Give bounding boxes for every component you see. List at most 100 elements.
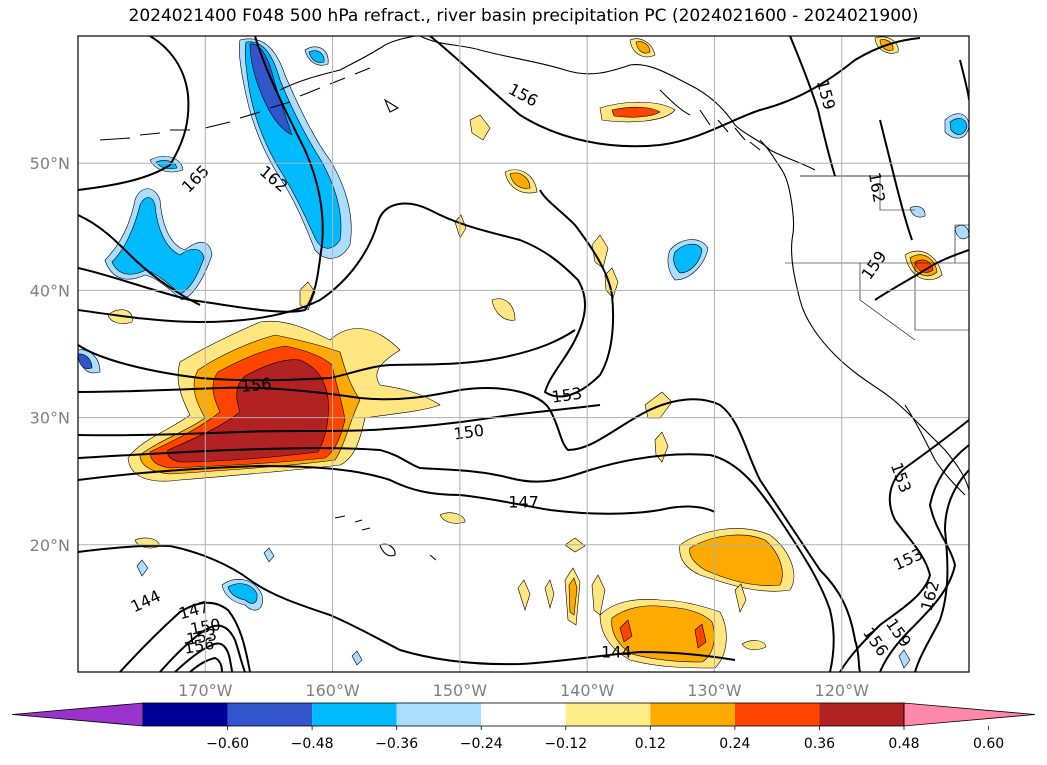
colorbar-label: 0.48 [888,736,919,752]
colorbar-bin [227,703,313,726]
aleutian-islands [99,67,371,141]
positive-anomaly-small [591,574,606,616]
negative-anomaly-small [898,649,911,669]
positive-anomaly-subtropics-core [689,534,783,586]
colorbar-bin [565,703,651,726]
map-frame [77,35,970,673]
colorbar-label: −0.12 [544,736,587,752]
us-west-coast [791,239,969,491]
precipitation-shading [78,36,969,669]
positive-anomaly-ne-trades-peak [619,619,633,643]
positive-anomaly-core-3 [167,359,329,463]
hawaiian-islands [334,515,437,561]
negative-anomaly-aleutian-jet-core [249,43,293,136]
contour-153-sw [174,642,233,672]
svg-text:153: 153 [550,384,583,407]
lat-tick-label: 40°N [30,281,70,300]
bc-coast [759,139,795,241]
contour-159-east [789,36,969,301]
positive-anomaly-small [299,281,316,311]
refractivity-contours [78,36,969,672]
positive-anomaly-small [544,579,555,610]
positive-anomaly-small [568,577,578,616]
positive-anomaly-small [454,214,467,239]
lon-tick-label: 150°W [433,681,488,700]
positive-anomaly-ne-trades-peak [694,623,707,649]
positive-anomaly-small [491,298,516,321]
positive-anomaly-ne-pacific-core [509,172,531,189]
colorbar-bin [143,703,228,726]
lat-tick-label: 50°N [30,154,70,173]
colorbar-label: −0.48 [291,736,334,752]
lon-tick-label: 120°W [815,681,870,700]
contour-label: 156 [240,374,272,396]
colorbar-label: 0.36 [804,736,835,752]
colorbar-bin [734,703,820,726]
positive-anomaly-small [517,579,531,611]
contour-150-sw [159,624,246,672]
svg-text:144: 144 [601,643,632,662]
contour-159 [78,189,615,398]
colorbar-bin [819,703,904,726]
longitude-labels: 170°W 160°W 150°W 140°W 130°W 120°W [178,681,869,700]
colorbar-label: 0.12 [635,736,666,752]
colorbar: −0.60 −0.48 −0.36 −0.24 −0.12 0.12 0.24 0.36 0.4… [11,702,1036,752]
svg-text:147: 147 [508,493,539,512]
colorbar-label: 0.24 [719,736,750,752]
colorbar-label: −0.60 [206,736,249,752]
contour-162-west [78,214,201,306]
positive-anomaly-small [469,114,491,141]
positive-anomaly-small [644,391,673,419]
contour-162 [78,36,324,313]
negative-anomaly-small [227,583,258,604]
contour-156-sw [189,656,223,672]
coastlines [99,36,969,561]
negative-anomaly-small [949,118,968,135]
positive-anomaly-alaska-coast-core [635,41,651,54]
map-title: 2024021400 F048 500 hPa refract., river … [128,6,919,26]
contour-162-east [914,469,969,672]
alaska-peninsula [279,36,416,91]
colorbar-bin [481,703,566,726]
pacific-island [383,98,400,113]
lon-tick-label: 170°W [178,681,233,700]
colorbar-label: 0.60 [973,736,1004,752]
negative-anomaly-small [263,547,275,563]
contour-156-north [429,36,921,148]
negative-anomaly-small [308,50,325,63]
contour-147-sw [119,601,251,672]
negative-anomaly-small [351,650,363,666]
lon-tick-label: 140°W [560,681,615,700]
contour-label: 153 [550,384,583,407]
contour-label: 144 [601,643,632,662]
colorbar-label: −0.36 [375,736,418,752]
positive-anomaly-small [439,512,466,524]
colorbar-bin [650,703,735,726]
contour-144 [78,544,736,666]
svg-text:156: 156 [240,374,272,396]
contour-153-east [839,419,969,672]
svg-text:150: 150 [452,421,485,444]
contour-150 [78,404,601,437]
negative-anomaly-small [136,559,149,577]
lon-tick-label: 130°W [687,681,742,700]
positive-anomaly-small [591,234,609,269]
negative-anomaly-small [673,243,703,274]
colorbar-label: −0.24 [460,736,503,752]
colorbar-bin [312,703,397,726]
contour-144-sub [78,464,716,515]
contour-label: 147 [508,493,539,512]
colorbar-extend-low [11,702,144,727]
lat-tick-label: 30°N [30,409,70,428]
latitude-labels: 20°N 30°N 40°N 50°N [30,154,70,555]
lat-tick-label: 20°N [30,536,70,555]
gridlines [78,36,969,672]
positive-anomaly-small [734,583,747,613]
positive-anomaly-gulf-core [611,106,661,118]
contour-156-east [879,444,969,672]
negative-anomaly-small [78,353,93,369]
contour-153 [78,386,861,672]
colorbar-extend-high [903,702,1036,727]
positive-anomaly-small [741,640,767,651]
